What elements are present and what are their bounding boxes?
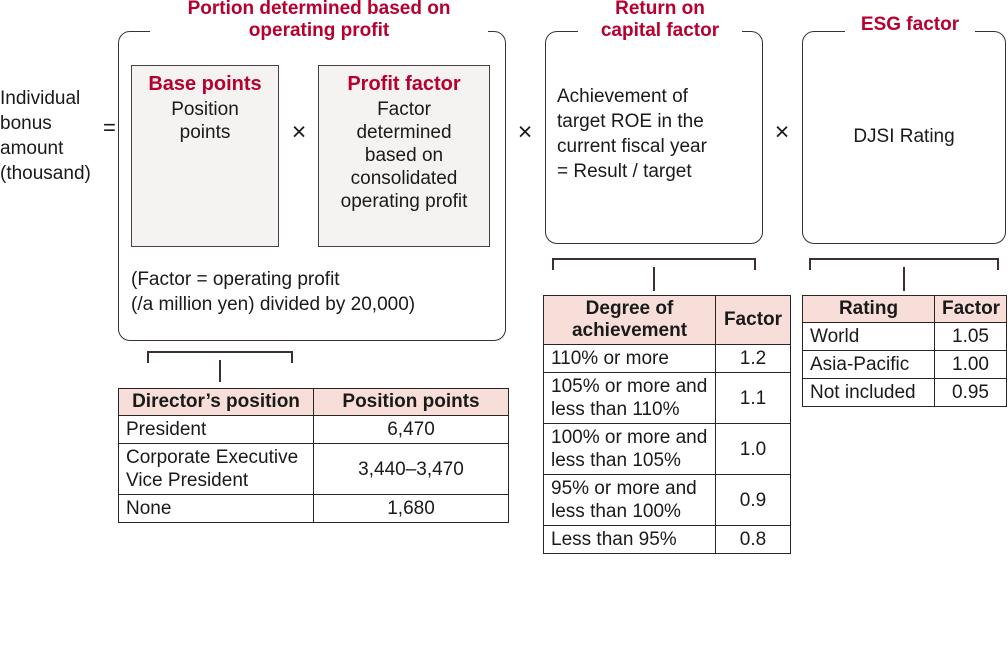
cell-rating-name: Asia-Pacific xyxy=(802,350,935,379)
operating-profit-group-title: Portion determined based on operating pr… xyxy=(150,0,488,42)
cell-achievement-range: 110% or more xyxy=(543,344,716,373)
table-row: Corporate Executive Vice President 3,440… xyxy=(118,443,509,495)
individual-bonus-amount-label: Individual bonus amount (thousand) xyxy=(0,88,91,184)
column-header-position-points: Position points xyxy=(313,388,509,416)
operating-profit-connector-bracket xyxy=(147,351,293,363)
table-header-row: Rating Factor xyxy=(802,295,1007,323)
multiplication-sign-2: × xyxy=(517,118,533,146)
esg-group-title: ESG factor xyxy=(845,14,975,36)
column-header-degree-of-achievement: Degree of achievement xyxy=(543,295,716,345)
cell-achievement-range: 100% or more and less than 105% xyxy=(543,423,716,475)
return-on-capital-connector-stem xyxy=(653,267,655,291)
table-row: Less than 95% 0.8 xyxy=(543,525,791,554)
table-row: Asia-Pacific 1.00 xyxy=(802,350,1007,379)
esg-connector-stem xyxy=(903,267,905,291)
cell-achievement-factor: 1.0 xyxy=(715,423,791,475)
cell-rating-factor: 0.95 xyxy=(934,378,1007,407)
cell-achievement-range: Less than 95% xyxy=(543,525,716,554)
column-header-rating: Rating xyxy=(802,295,935,323)
column-header-factor: Factor xyxy=(934,295,1007,323)
operating-profit-connector-stem xyxy=(219,360,221,382)
cell-position-name: President xyxy=(118,415,314,444)
profit-factor-note: (Factor = operating profit (/a million y… xyxy=(131,269,416,315)
base-points-body: Position points xyxy=(171,99,239,143)
esg-body: DJSI Rating xyxy=(853,126,955,147)
return-on-capital-connector-bracket xyxy=(552,258,756,270)
equals-sign: = xyxy=(103,115,116,140)
cell-achievement-range: 95% or more and less than 100% xyxy=(543,474,716,526)
table-row: 100% or more and less than 105% 1.0 xyxy=(543,423,791,475)
multiplication-sign-1: × xyxy=(291,118,307,146)
table-row: 95% or more and less than 100% 0.9 xyxy=(543,474,791,526)
position-points-table: Director’s position Position points Pres… xyxy=(118,388,509,523)
cell-achievement-factor: 0.9 xyxy=(715,474,791,526)
cell-position-points: 1,680 xyxy=(313,494,509,523)
table-row: None 1,680 xyxy=(118,494,509,523)
table-row: Not included 0.95 xyxy=(802,378,1007,407)
table-row: World 1.05 xyxy=(802,322,1007,351)
esg-connector-bracket xyxy=(809,258,999,270)
return-on-capital-body: Achievement of target ROE in the current… xyxy=(557,86,707,182)
esg-rating-table: Rating Factor World 1.05 Asia-Pacific 1.… xyxy=(802,295,1007,407)
multiplication-sign-3: × xyxy=(774,118,790,146)
cell-rating-factor: 1.05 xyxy=(934,322,1007,351)
cell-achievement-factor: 1.2 xyxy=(715,344,791,373)
cell-position-name: None xyxy=(118,494,314,523)
base-points-box: Base points Position points xyxy=(131,65,279,247)
table-header-row: Director’s position Position points xyxy=(118,388,509,416)
cell-rating-name: World xyxy=(802,322,935,351)
table-row: 110% or more 1.2 xyxy=(543,344,791,373)
profit-factor-body: Factor determined based on consolidated … xyxy=(340,99,468,212)
table-row: 105% or more and less than 110% 1.1 xyxy=(543,372,791,424)
column-header-directors-position: Director’s position xyxy=(118,388,314,416)
cell-achievement-factor: 0.8 xyxy=(715,525,791,554)
return-on-capital-group-title: Return on capital factor xyxy=(578,0,742,42)
cell-position-points: 3,440–3,470 xyxy=(313,443,509,495)
cell-rating-name: Not included xyxy=(802,378,935,407)
table-row: President 6,470 xyxy=(118,415,509,444)
cell-rating-factor: 1.00 xyxy=(934,350,1007,379)
column-header-factor: Factor xyxy=(715,295,791,345)
cell-position-name: Corporate Executive Vice President xyxy=(118,443,314,495)
cell-achievement-range: 105% or more and less than 110% xyxy=(543,372,716,424)
profit-factor-box: Profit factor Factor determined based on… xyxy=(318,65,490,247)
base-points-heading: Base points xyxy=(148,73,262,95)
profit-factor-heading: Profit factor xyxy=(347,73,461,95)
cell-achievement-factor: 1.1 xyxy=(715,372,791,424)
cell-position-points: 6,470 xyxy=(313,415,509,444)
table-header-row: Degree of achievement Factor xyxy=(543,295,791,345)
degree-of-achievement-table: Degree of achievement Factor 110% or mor… xyxy=(543,295,791,554)
